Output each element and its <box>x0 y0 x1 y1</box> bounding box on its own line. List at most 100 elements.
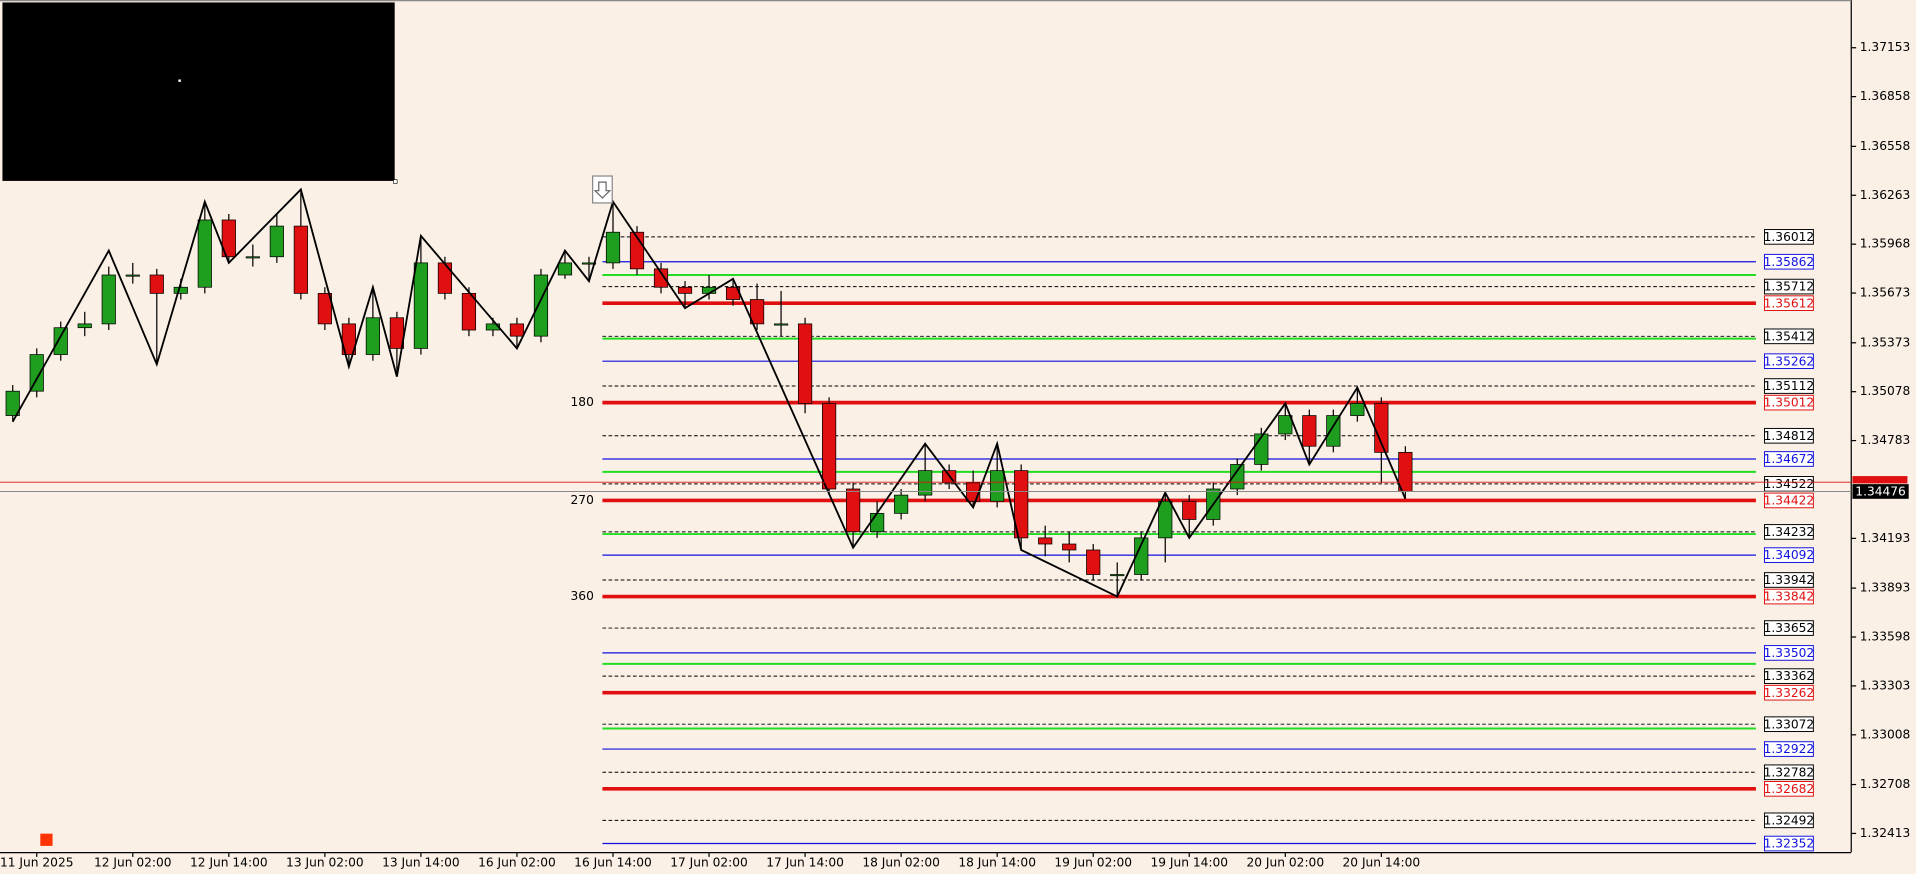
level-label-box <box>1763 716 1814 733</box>
level-label: 1.32682 <box>1764 782 1815 796</box>
level-label: 1.35012 <box>1764 396 1815 410</box>
candle-body <box>749 299 765 325</box>
level-label: 1.34522 <box>1764 477 1815 491</box>
y-tick-label: 1.32413 <box>1860 826 1911 840</box>
level-label-box <box>1763 229 1814 245</box>
level-label-box <box>1763 668 1814 684</box>
x-tick-label: 11 Jun 2025 <box>0 855 73 869</box>
candle-body <box>894 494 909 514</box>
candle-body <box>149 274 164 294</box>
annotation: 360 <box>571 589 594 603</box>
level-label: 1.35412 <box>1764 329 1815 343</box>
level-label-box <box>1763 278 1814 295</box>
level-label: 1.33652 <box>1764 621 1815 635</box>
x-tick-label: 20 Jun 14:00 <box>1343 855 1421 869</box>
level-label: 1.34232 <box>1764 525 1815 539</box>
x-tick-label: 18 Jun 02:00 <box>862 855 940 869</box>
level-label-box <box>1763 328 1814 345</box>
ask-marker <box>1852 476 1908 484</box>
overlay-dot <box>178 79 181 82</box>
annotation: 180 <box>571 395 594 409</box>
x-tick-label: 13 Jun 14:00 <box>382 855 460 869</box>
candle-body <box>605 231 621 264</box>
level-label: 1.35112 <box>1764 379 1815 393</box>
x-tick-label: 12 Jun 14:00 <box>190 855 268 869</box>
level-label: 1.33942 <box>1764 573 1815 587</box>
level-label: 1.34672 <box>1764 452 1815 466</box>
candle-body <box>870 512 885 533</box>
level-label-box <box>1763 253 1814 270</box>
level-label: 1.34092 <box>1764 548 1815 562</box>
level-label: 1.34422 <box>1764 494 1815 508</box>
candle-body <box>5 390 20 416</box>
y-tick-label: 1.36558 <box>1860 139 1911 153</box>
y-tick-label: 1.35968 <box>1860 237 1911 251</box>
overlay-panel <box>2 2 395 181</box>
level-label-box <box>1763 547 1814 563</box>
candle-body <box>437 262 453 294</box>
level-label: 1.34812 <box>1764 429 1815 443</box>
arrow-box <box>592 175 613 204</box>
current-price-box <box>1852 484 1909 499</box>
level-label: 1.33362 <box>1764 669 1815 683</box>
annotation: 270 <box>571 493 594 507</box>
level-label: 1.35262 <box>1764 354 1815 368</box>
candle-body <box>1134 537 1149 575</box>
level-label-box <box>1763 741 1814 757</box>
zigzag-line <box>11 187 1407 598</box>
candle-body <box>77 323 92 329</box>
level-label-box <box>1763 812 1814 829</box>
arrow-icon <box>592 175 613 204</box>
level-label: 1.33262 <box>1764 686 1815 700</box>
level-label-box <box>1763 378 1814 394</box>
candle-body <box>245 256 260 259</box>
candle-body <box>557 262 573 276</box>
level-label: 1.35712 <box>1764 280 1815 294</box>
y-tick-label: 1.34193 <box>1860 531 1911 545</box>
level-label-box <box>1763 620 1814 636</box>
x-tick-label: 13 Jun 02:00 <box>286 855 364 869</box>
x-tick-label: 12 Jun 02:00 <box>94 855 172 869</box>
candle-body <box>1158 500 1173 539</box>
level-label-box <box>1763 524 1814 540</box>
y-tick-label: 1.35373 <box>1860 335 1911 349</box>
x-tick-label: 19 Jun 14:00 <box>1150 855 1228 869</box>
candle-body <box>197 219 212 288</box>
candle-body <box>221 219 236 258</box>
y-tick-label: 1.33008 <box>1860 727 1911 741</box>
candle-body <box>1230 464 1245 490</box>
level-label: 1.32922 <box>1764 742 1815 756</box>
candle-body <box>581 262 597 265</box>
x-tick-label: 20 Jun 02:00 <box>1246 855 1324 869</box>
level-label-box <box>1763 427 1814 444</box>
x-tick-label: 17 Jun 14:00 <box>766 855 844 869</box>
level-label-box <box>1763 353 1814 370</box>
level-label-box <box>1763 645 1814 661</box>
y-tick-label: 1.34783 <box>1860 433 1911 447</box>
panel-handle <box>393 179 398 184</box>
level-label-box <box>1763 572 1814 588</box>
level-label-box <box>1763 781 1814 797</box>
arrow-glyph <box>593 181 612 199</box>
status-marker <box>40 833 53 846</box>
candle-body <box>1278 415 1293 435</box>
level-label: 1.32492 <box>1764 813 1815 827</box>
x-tick-label: 17 Jun 02:00 <box>670 855 748 869</box>
candle-body <box>1014 470 1029 539</box>
candle-body <box>846 488 861 533</box>
level-label: 1.32352 <box>1764 837 1815 851</box>
candle-body <box>797 323 813 404</box>
candle-body <box>918 470 933 496</box>
level-label: 1.33842 <box>1764 590 1815 604</box>
candle-body <box>1086 549 1101 575</box>
candle-body <box>29 354 44 392</box>
candle-body <box>1182 500 1197 520</box>
level-label-box <box>1763 684 1814 701</box>
y-tick-label: 1.36858 <box>1860 89 1911 103</box>
candle-body <box>966 482 981 502</box>
candle-body <box>413 262 428 349</box>
candle-body <box>125 274 140 277</box>
level-label-box <box>1763 295 1814 311</box>
